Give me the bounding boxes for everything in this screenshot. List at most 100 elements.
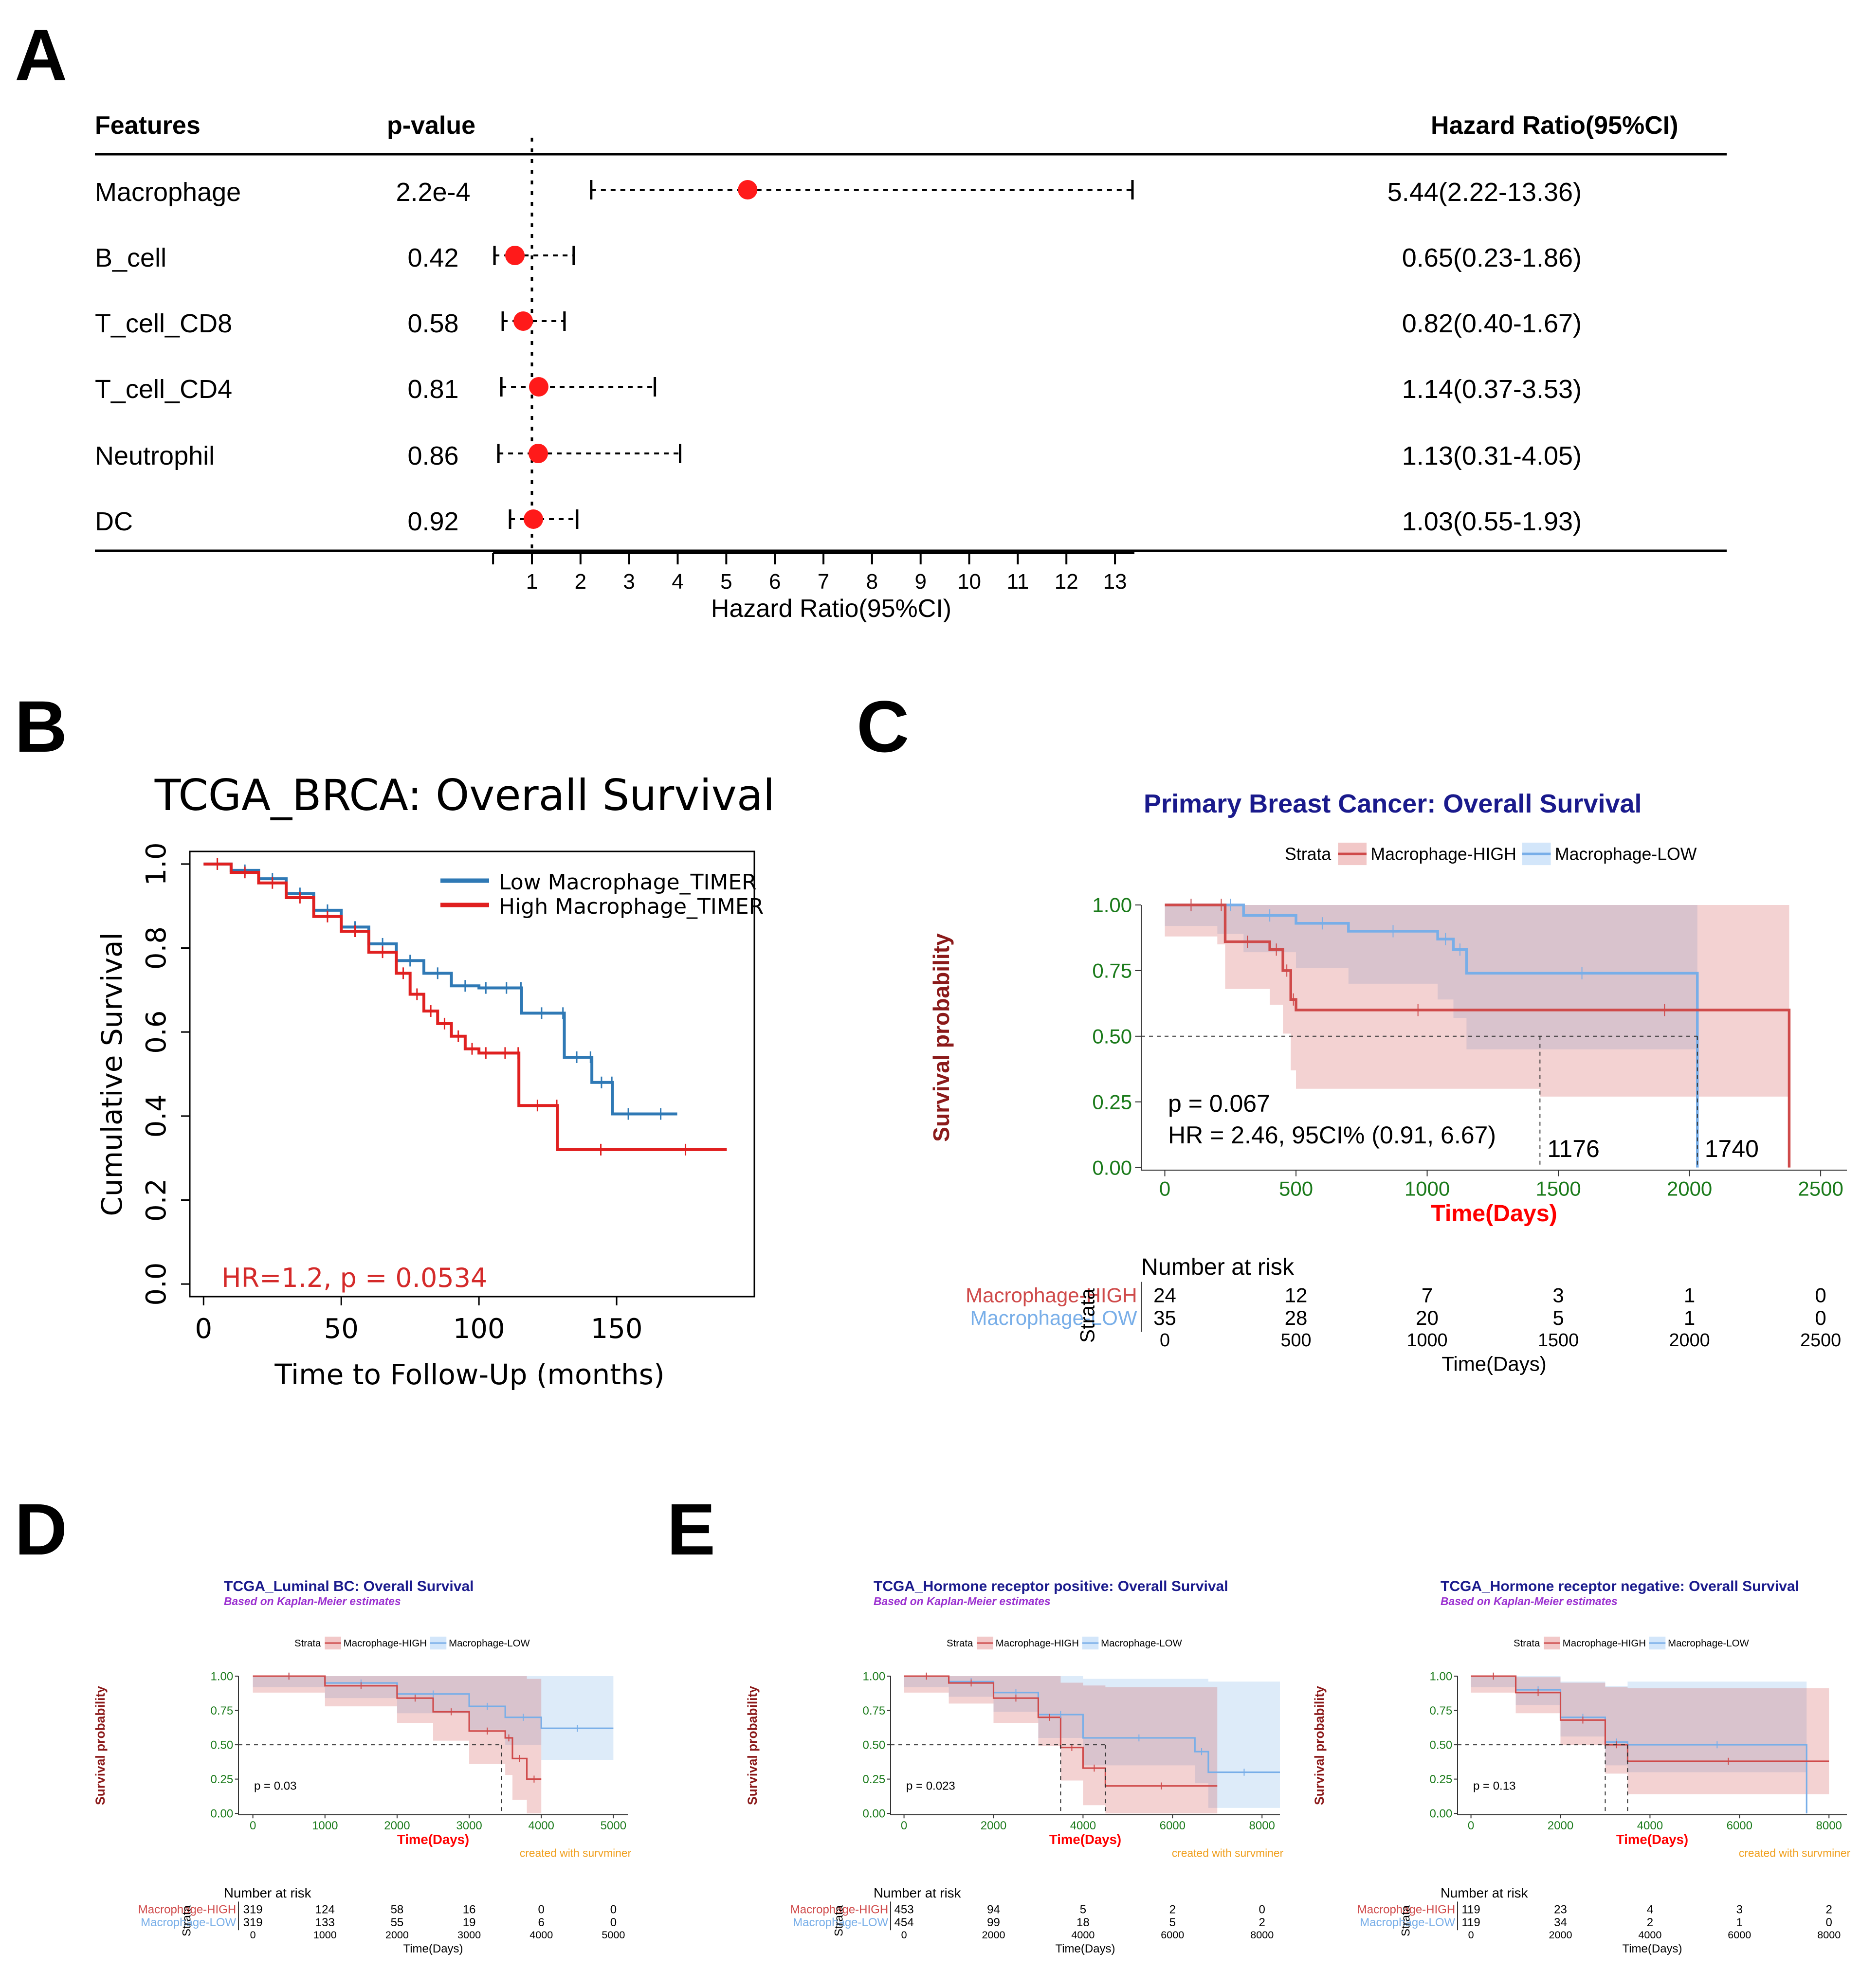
median-low-label: 1740 <box>1705 1135 1759 1162</box>
risk-value: 18 <box>1076 1916 1090 1929</box>
chart-title: TCGA_Hormone receptor negative: Overall … <box>1441 1578 1799 1594</box>
risk-value: 94 <box>987 1903 1000 1916</box>
y-tick-label: 0.25 <box>1092 1090 1132 1113</box>
legend-high-label: Macrophage-HIGH <box>1370 845 1516 864</box>
pvalue-label: p = 0.023 <box>906 1780 955 1793</box>
risk-strata-label: Strata <box>181 1905 194 1936</box>
x-tick-label: 150 <box>591 1313 643 1345</box>
pvalue-label: 0.58 <box>407 309 458 338</box>
chart-subtitle: Based on Kaplan-Meier estimates <box>1441 1595 1618 1608</box>
panel-letter-C: C <box>857 686 909 767</box>
chart-title: TCGA_Hormone receptor positive: Overall … <box>874 1578 1228 1594</box>
panel-letter-A: A <box>15 14 67 96</box>
risk-x-tick-label: 0 <box>901 1929 907 1941</box>
y-tick-label: 0.00 <box>210 1807 233 1821</box>
risk-value: 35 <box>1153 1306 1176 1329</box>
legend-low-label: Macrophage-LOW <box>1555 845 1697 864</box>
risk-value: 34 <box>1554 1916 1567 1929</box>
x-tick-label: 6000 <box>1160 1819 1186 1832</box>
risk-value: 0 <box>610 1903 617 1916</box>
y-tick-label: 0.50 <box>1429 1738 1452 1752</box>
hr-ci-label: 0.82(0.40-1.67) <box>1402 309 1582 338</box>
y-tick-label: 0.00 <box>1429 1807 1452 1821</box>
x-tick-label: 100 <box>453 1313 505 1345</box>
legend-low-label: Low Macrophage_TIMER <box>499 870 757 895</box>
legend-high-label: High Macrophage_TIMER <box>499 894 764 919</box>
y-tick-label: 0.75 <box>1429 1704 1452 1717</box>
risk-x-tick-label: 6000 <box>1728 1929 1751 1941</box>
risk-value: 0 <box>610 1916 617 1929</box>
x-tick-label: 1500 <box>1535 1177 1581 1200</box>
x-tick-label: 4000 <box>529 1819 554 1832</box>
hr-ci-label: 5.44(2.22-13.36) <box>1387 178 1582 207</box>
y-tick-label: 1.00 <box>1429 1670 1452 1683</box>
hr-point <box>528 444 548 463</box>
y-tick-label: 1.0 <box>141 842 172 886</box>
risk-x-tick-label: 2000 <box>385 1929 409 1941</box>
ci-band-high <box>1165 905 1789 1144</box>
caption: created with survminer <box>1739 1846 1851 1859</box>
x-tick-label: 4000 <box>1070 1819 1096 1832</box>
feature-label: B_cell <box>95 243 166 272</box>
x-tick-label: 0 <box>1159 1177 1170 1200</box>
risk-value: 454 <box>894 1916 914 1929</box>
y-tick-label: 0.25 <box>1429 1773 1452 1786</box>
risk-value: 3 <box>1552 1284 1564 1307</box>
y-tick-label: 0.25 <box>862 1773 885 1786</box>
x-tick-label: 8000 <box>1816 1819 1842 1832</box>
risk-x-tick-label: 0 <box>1468 1929 1474 1941</box>
x-tick-label: 11 <box>1007 570 1029 594</box>
risk-x-tick-label: 0 <box>1160 1330 1170 1351</box>
feature-label: Macrophage <box>95 178 241 207</box>
x-axis-title: Time(Days) <box>1049 1832 1121 1847</box>
risk-value: 124 <box>315 1903 335 1916</box>
risk-row-label: Macrophage-HIGH <box>790 1903 888 1916</box>
risk-strata-label: Strata <box>1076 1288 1098 1343</box>
chart-title: Primary Breast Cancer: Overall Survival <box>1144 789 1642 818</box>
hr-point <box>505 246 525 265</box>
chart-title: TCGA_BRCA: Overall Survival <box>154 770 775 820</box>
risk-value: 1 <box>1736 1916 1743 1929</box>
risk-x-tick-label: 2000 <box>982 1929 1005 1941</box>
risk-value: 319 <box>243 1903 263 1916</box>
chart-title: TCGA_Luminal BC: Overall Survival <box>224 1578 474 1594</box>
legend-low-label: Macrophage-LOW <box>1668 1638 1749 1649</box>
x-axis-title: Time to Follow-Up (months) <box>274 1358 664 1391</box>
risk-x-axis-title: Time(Days) <box>403 1942 463 1955</box>
feature-label: Neutrophil <box>95 441 215 470</box>
risk-value: 133 <box>315 1916 335 1929</box>
x-tick-label: 2500 <box>1798 1177 1843 1200</box>
y-tick-label: 0.0 <box>141 1263 172 1306</box>
risk-x-tick-label: 2500 <box>1800 1330 1841 1351</box>
x-axis-title: Time(Days) <box>1431 1200 1557 1227</box>
risk-table-title: Number at risk <box>1141 1254 1295 1280</box>
x-tick-label: 6000 <box>1727 1819 1752 1832</box>
x-tick-label: 8000 <box>1249 1819 1275 1832</box>
x-tick-label: 1000 <box>1405 1177 1450 1200</box>
y-tick-label: 0.50 <box>862 1738 885 1752</box>
forest-row: T_cell_CD8 0.58 0.82(0.40-1.67) <box>95 309 1582 338</box>
panel-letter-B: B <box>15 686 67 767</box>
legend-high-label: Macrophage-HIGH <box>996 1638 1079 1649</box>
x-tick-label: 0 <box>250 1819 256 1832</box>
risk-row-label: Macrophage-HIGH <box>966 1284 1137 1307</box>
hr-ci-label: 1.14(0.37-3.53) <box>1402 375 1582 404</box>
panel-letter-D: D <box>15 1488 67 1570</box>
x-tick-label: 2000 <box>1548 1819 1573 1832</box>
risk-x-tick-label: 2000 <box>1669 1330 1710 1351</box>
risk-x-tick-label: 3000 <box>457 1929 481 1941</box>
y-tick-label: 0.50 <box>1092 1025 1132 1048</box>
x-tick-label: 6 <box>769 570 781 594</box>
x-tick-label: 50 <box>324 1313 359 1345</box>
x-tick-label: 2000 <box>981 1819 1006 1832</box>
risk-value: 2 <box>1647 1916 1653 1929</box>
risk-x-tick-label: 8000 <box>1817 1929 1841 1941</box>
pvalue-label: 0.81 <box>407 375 458 404</box>
y-tick-label: 0.75 <box>862 1704 885 1717</box>
feature-label: DC <box>95 507 133 536</box>
risk-x-tick-label: 4000 <box>1071 1929 1095 1941</box>
series-high-line <box>203 862 727 1151</box>
y-tick-label: 0.75 <box>1092 959 1132 982</box>
risk-value: 119 <box>1461 1903 1480 1916</box>
